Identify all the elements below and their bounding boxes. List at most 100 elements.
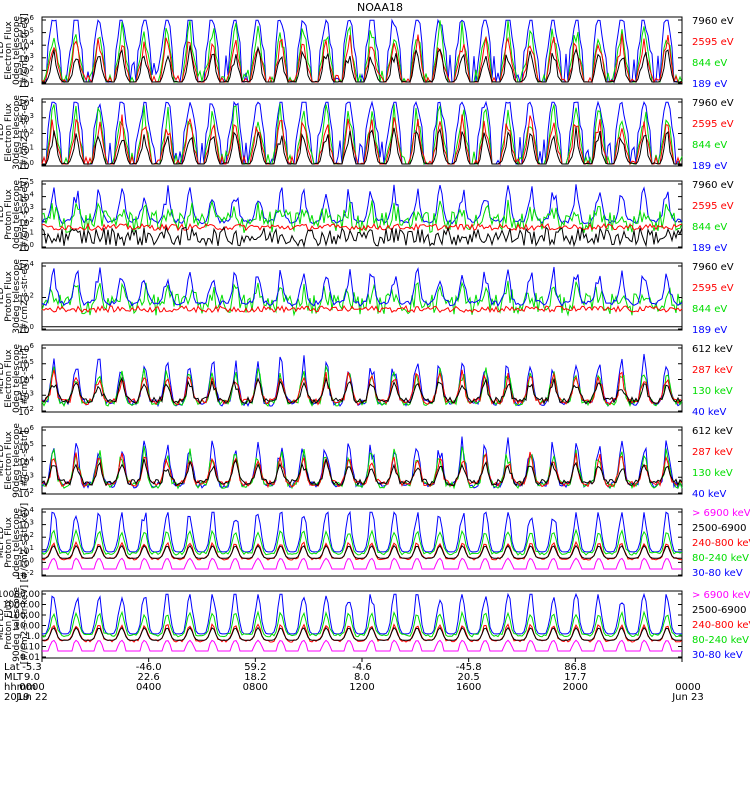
y-tick-label: 104: [18, 260, 34, 273]
series-magenta-trace: [42, 557, 682, 570]
series-black-trace: [42, 626, 682, 641]
y-tick-label: 1000.00: [3, 601, 40, 611]
x-tick-label: 1600: [456, 682, 481, 693]
series-blue-trace: [42, 510, 682, 553]
series-green-trace: [41, 364, 683, 408]
y-tick-label: 10000.00: [0, 590, 40, 600]
y-tick-label: 105: [18, 440, 34, 453]
panel-frame: [41, 426, 683, 495]
legend-entry: 30-80 keV: [692, 568, 743, 579]
legend-entry: > 6900 keV: [692, 508, 750, 519]
y-axis-label: TEDProton Flux0deg telescope[#/cm2-s-str…: [0, 177, 30, 252]
series-red-trace: [41, 222, 683, 232]
legend-entry: > 6900 keV: [692, 590, 750, 601]
panel-frame: [41, 180, 683, 249]
x-tick-label: 59.2: [244, 662, 266, 673]
x-row-label: 2019: [4, 692, 29, 703]
y-tick-label: 102: [18, 405, 34, 418]
series-red-trace: [41, 451, 683, 489]
y-axis-label: MEPEDProton Flux0deg telescope[#/cm2-s-s…: [0, 503, 30, 582]
legend-entry: 844 eV: [692, 222, 727, 233]
y-tick-label: 104: [18, 39, 34, 52]
legend-entry: 2500-6900: [692, 523, 747, 534]
panel-frame: [41, 344, 683, 413]
y-tick-label: 103: [18, 112, 34, 125]
y-tick-label: 100: [18, 241, 34, 254]
series-blue-trace: [41, 184, 683, 225]
x-tick-label: 8.0: [354, 672, 370, 683]
legend-entry: 189 eV: [692, 79, 727, 90]
y-tick-label: 101: [18, 228, 34, 241]
x-tick-label: -4.6: [352, 662, 372, 673]
y-tick-label: 100: [18, 159, 34, 172]
x-tick-label: 0000: [19, 682, 44, 693]
legend-entry: 612 keV: [692, 344, 733, 355]
y-tick-label: 103: [18, 519, 34, 532]
y-tick-label: 0.01: [20, 653, 40, 663]
x-tick-label: -45.8: [456, 662, 482, 673]
x-tick-label: 0000: [675, 682, 700, 693]
y-tick-label: 100: [18, 323, 34, 336]
y-tick-label: 102: [18, 292, 34, 305]
legend-entry: 844 eV: [692, 140, 727, 151]
y-tick-label: 10-2: [16, 569, 34, 582]
x-tick-label: -46.0: [136, 662, 162, 673]
legend-entry: 189 eV: [692, 161, 727, 172]
y-tick-label: 1.0: [26, 632, 41, 642]
legend-entry: 2595 eV: [692, 283, 734, 294]
series-blue-trace: [42, 100, 682, 166]
y-tick-label: 103: [18, 203, 34, 216]
series-black-trace: [42, 126, 682, 165]
y-tick-label: 101: [18, 143, 34, 156]
legend-entry: 40 keV: [692, 407, 726, 418]
y-axis-label: TEDProton Flux30deg telescope[#/cm2-s-st…: [0, 259, 30, 334]
chart-title: NOAA18: [357, 1, 403, 14]
series-green-trace: [41, 199, 683, 234]
x-tick-label: 2000: [563, 682, 588, 693]
y-tick-label: 102: [18, 487, 34, 500]
series-red-trace: [41, 623, 683, 643]
legend-entry: 287 keV: [692, 365, 733, 376]
legend-entry: 2500-6900: [692, 605, 747, 616]
legend-entry: 612 keV: [692, 426, 733, 437]
y-tick-label: 106: [18, 342, 34, 355]
panel-8: 0.010.101.010.00100.001000.0010000.00MEP…: [0, 585, 750, 664]
series-red-trace: [41, 114, 682, 166]
x-tick-label: -5.3: [22, 662, 42, 673]
y-tick-label: 101: [18, 77, 34, 90]
series-black-trace: [41, 225, 683, 248]
legend-entry: 7960 eV: [692, 180, 734, 191]
legend-entry: 130 keV: [692, 468, 733, 479]
legend-entry: 2595 eV: [692, 201, 734, 212]
x-tick-label: 86.8: [564, 662, 586, 673]
y-axis-label: TEDElectron Flux0deg telescope[#/cm2-s-s…: [0, 13, 30, 88]
legend-entry: 30-80 keV: [692, 650, 743, 661]
y-tick-label: 104: [18, 96, 34, 109]
legend-entry: 130 keV: [692, 386, 733, 397]
x-tick-label: 1200: [349, 682, 374, 693]
series-green-trace: [41, 610, 683, 638]
y-tick-label: 103: [18, 52, 34, 65]
y-tick-label: 105: [18, 27, 34, 40]
x-row-label: hhmm: [4, 682, 36, 693]
series-magenta-trace: [42, 639, 682, 652]
x-row-label: Lat: [4, 662, 20, 673]
legend-entry: 240-800 keV: [692, 620, 750, 631]
legend-entry: 7960 eV: [692, 16, 734, 27]
legend-entry: 287 keV: [692, 447, 733, 458]
legend-entry: 189 eV: [692, 325, 727, 336]
y-axis-label: TEDElectron Flux30deg telescope[#/cm2-s-…: [0, 95, 30, 170]
legend-entry: 80-240 keV: [692, 553, 749, 564]
y-axis-label: MEPEDElectron Flux90deg telescope[#/cm2-…: [0, 423, 30, 498]
y-tick-label: 102: [18, 64, 34, 77]
y-tick-label: 106: [18, 14, 34, 27]
x-tick-label: Jun 23: [671, 692, 704, 703]
x-tick-label: 18.2: [244, 672, 266, 683]
